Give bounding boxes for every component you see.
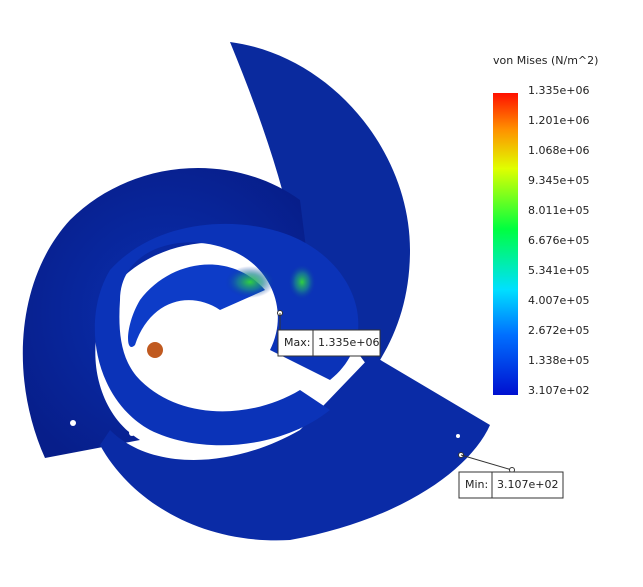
model bbox=[22, 42, 490, 541]
legend-label: 9.345e+05 bbox=[528, 174, 589, 187]
probe-label: Max: bbox=[284, 336, 310, 349]
legend-label: 1.338e+05 bbox=[528, 354, 589, 367]
legend-label: 3.107e+02 bbox=[528, 384, 589, 397]
probe-value: 1.335e+06 bbox=[318, 336, 379, 349]
min-probe: Min: 3.107e+02 bbox=[458, 452, 564, 499]
probe-value: 3.107e+02 bbox=[497, 478, 558, 491]
max-probe: Max: 1.335e+06 bbox=[277, 310, 381, 357]
legend-label: 6.676e+05 bbox=[528, 234, 589, 247]
legend-label: 2.672e+05 bbox=[528, 324, 589, 337]
legend-label: 1.068e+06 bbox=[528, 144, 589, 157]
legend-label: 1.335e+06 bbox=[528, 84, 589, 97]
color-bar bbox=[493, 93, 518, 395]
legend-label: 8.011e+05 bbox=[528, 204, 589, 217]
probe-label: Min: bbox=[465, 478, 488, 491]
legend-label: 1.201e+06 bbox=[528, 114, 589, 127]
legend-label: 5.341e+05 bbox=[528, 264, 589, 277]
legend-labels: 1.335e+06 1.201e+06 1.068e+06 9.345e+05 8.01… bbox=[528, 84, 589, 397]
legend-title: von Mises (N/m^2) bbox=[493, 54, 598, 67]
legend-label: 4.007e+05 bbox=[528, 294, 589, 307]
